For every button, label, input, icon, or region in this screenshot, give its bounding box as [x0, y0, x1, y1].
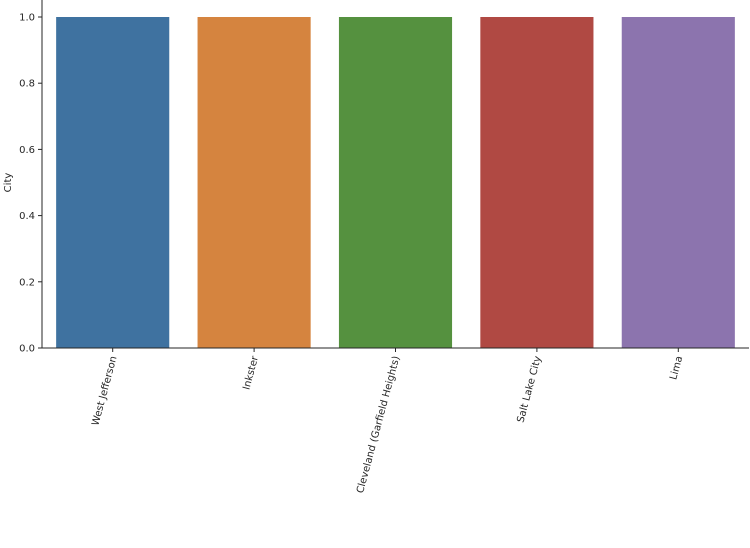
y-tick-label: 0.8 — [19, 79, 35, 90]
y-tick-label: 0.0 — [19, 344, 35, 355]
x-ticks: West Jefferson Inkster Cleveland (Garfield… — [90, 348, 685, 495]
bar-west-jefferson — [56, 17, 170, 348]
x-tick-label: Lima — [668, 355, 685, 381]
bar-salt-lake-city — [480, 17, 594, 348]
y-tick-label: 1.0 — [19, 13, 35, 24]
x-tick-label: Salt Lake City — [515, 355, 543, 424]
bar-lima — [621, 17, 735, 348]
y-tick-label: 0.6 — [19, 145, 35, 156]
bar-cleveland-garfield-heights — [338, 17, 453, 348]
y-ticks: 0.0 0.2 0.4 0.6 0.8 1.0 — [19, 13, 42, 355]
x-tick-label: West Jefferson — [90, 355, 119, 427]
x-tick-label: Inkster — [241, 354, 261, 391]
x-tick-label: Cleveland (Garfield Heights) — [355, 355, 402, 495]
y-axis-label: City — [3, 173, 14, 193]
bar-inkster — [197, 17, 311, 348]
bars-layer — [56, 17, 735, 348]
y-tick-label: 0.4 — [19, 211, 35, 222]
y-tick-label: 0.2 — [19, 277, 35, 288]
